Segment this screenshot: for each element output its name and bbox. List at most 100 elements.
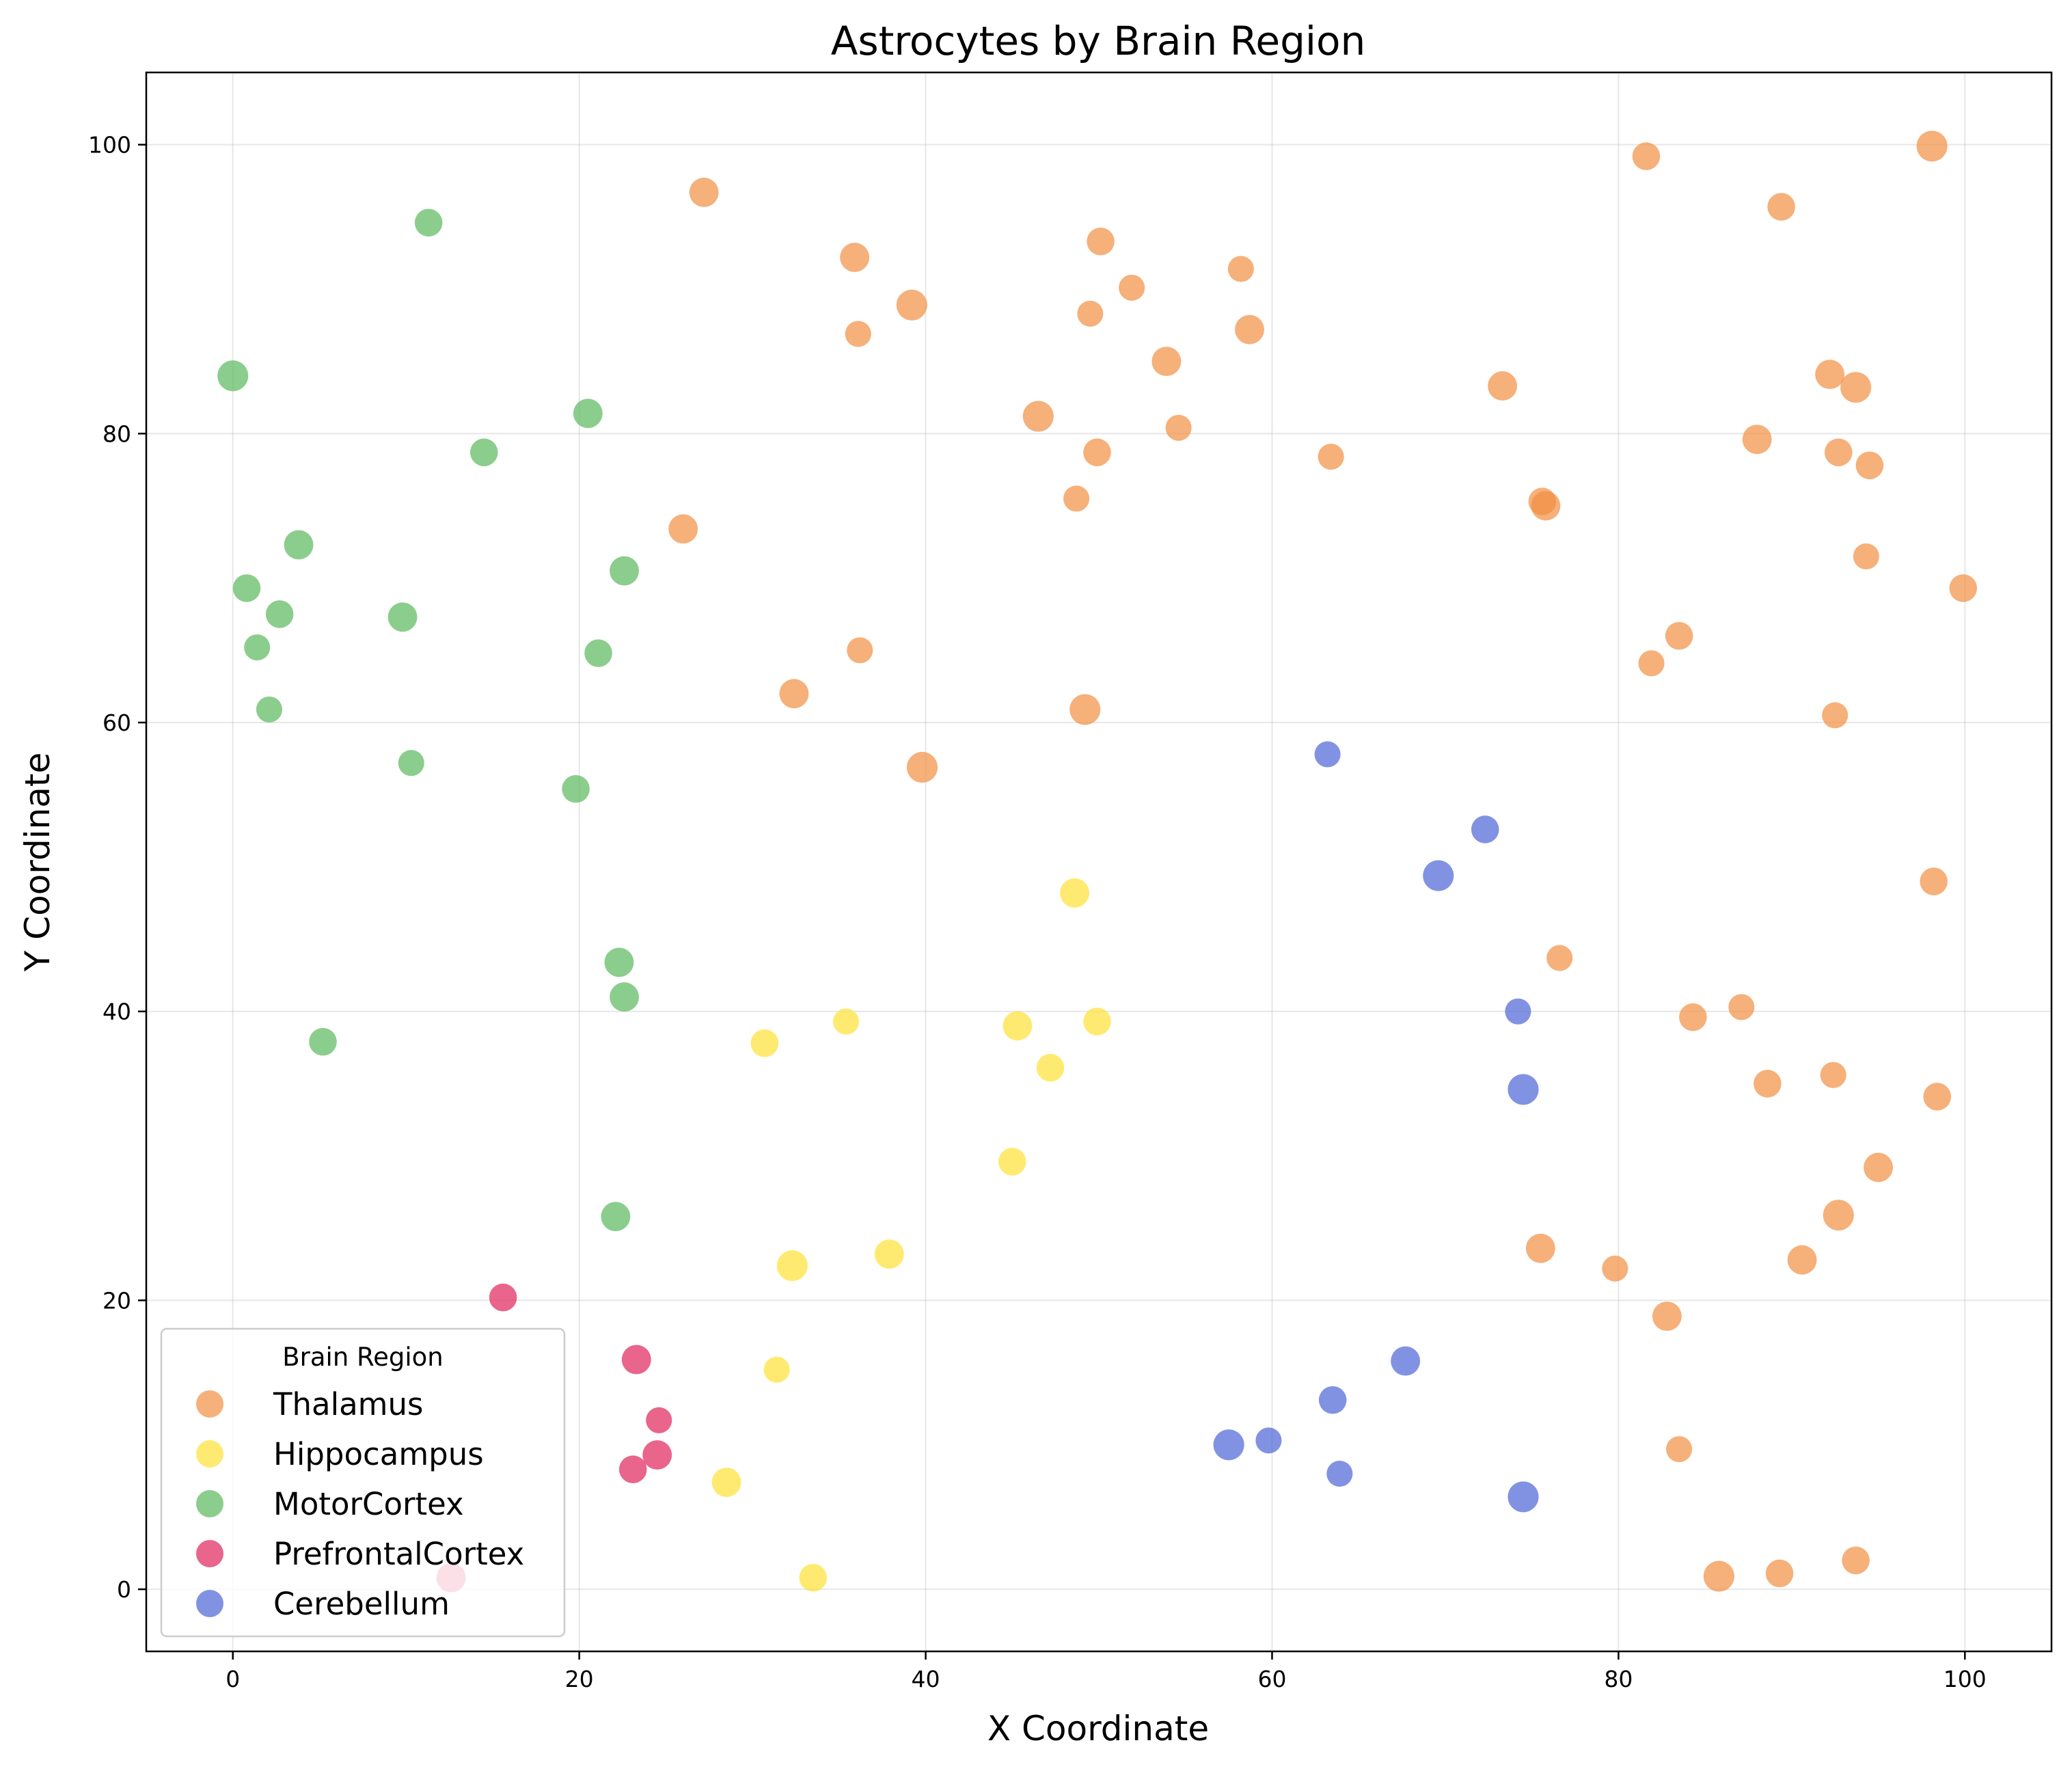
- data-point: [689, 177, 719, 207]
- data-point: [1765, 1559, 1794, 1588]
- data-point: [799, 1563, 828, 1592]
- chart-title: Astrocytes by Brain Region: [831, 18, 1366, 64]
- data-point: [1815, 360, 1845, 390]
- data-point: [398, 750, 424, 776]
- data-point: [750, 1029, 779, 1057]
- axis-ticks: 0 20 40 60 80 100 0 20 40 60 80 100: [88, 132, 1987, 1692]
- data-point: [840, 243, 870, 272]
- legend-label: Cerebellum: [273, 1586, 450, 1622]
- data-point: [1318, 444, 1344, 470]
- data-point: [1077, 300, 1104, 327]
- data-point: [414, 208, 443, 237]
- data-point: [1119, 274, 1145, 301]
- data-point: [1151, 347, 1182, 377]
- data-point: [1853, 543, 1879, 570]
- data-point: [1087, 227, 1115, 256]
- data-point: [711, 1468, 741, 1498]
- data-point: [1822, 702, 1849, 729]
- data-point: [1423, 860, 1454, 891]
- data-point: [601, 1202, 631, 1232]
- data-point: [256, 696, 283, 723]
- data-points: [217, 131, 1978, 1593]
- data-point: [1855, 451, 1884, 480]
- data-point: [1531, 491, 1561, 521]
- data-point: [1742, 424, 1772, 455]
- x-tick-label: 40: [912, 1666, 940, 1692]
- x-tick-label: 100: [1944, 1666, 1987, 1692]
- data-point: [469, 438, 498, 467]
- data-point: [1767, 193, 1795, 221]
- legend-label: MotorCortex: [273, 1486, 464, 1522]
- data-point: [1003, 1011, 1033, 1041]
- data-point: [998, 1148, 1026, 1176]
- data-point: [1703, 1560, 1734, 1592]
- data-point: [1666, 1436, 1693, 1463]
- y-tick-label: 60: [103, 709, 131, 736]
- legend-label: PrefrontalCortex: [273, 1536, 524, 1572]
- data-point: [610, 982, 639, 1012]
- data-point: [776, 1250, 808, 1282]
- y-axis-label: Y Coordinate: [18, 753, 57, 973]
- y-tick-label: 0: [117, 1576, 131, 1603]
- data-point: [1165, 414, 1192, 441]
- y-tick-label: 40: [103, 999, 131, 1025]
- data-point: [896, 289, 927, 321]
- data-point: [489, 1283, 517, 1312]
- data-point: [1505, 998, 1531, 1025]
- data-point: [642, 1440, 672, 1470]
- data-point: [874, 1239, 904, 1269]
- data-point: [1471, 815, 1499, 843]
- data-point: [847, 637, 873, 664]
- data-point: [621, 1344, 651, 1375]
- data-point: [1227, 256, 1254, 282]
- x-tick-label: 20: [565, 1666, 594, 1692]
- data-point: [1728, 994, 1755, 1020]
- y-tick-label: 20: [103, 1287, 131, 1314]
- data-point: [1318, 1385, 1347, 1414]
- data-point: [1069, 694, 1101, 725]
- data-point: [573, 398, 603, 429]
- data-point: [906, 752, 938, 783]
- legend: Brain Region Thalamus Hippocampus MotorCor…: [160, 1327, 566, 1638]
- x-tick-label: 80: [1604, 1666, 1633, 1692]
- plot-frame: [145, 71, 2053, 1653]
- data-point: [668, 514, 698, 544]
- data-point: [1391, 1346, 1421, 1376]
- data-point: [1602, 1255, 1628, 1282]
- data-point: [1679, 1003, 1707, 1031]
- data-point: [1754, 1070, 1782, 1098]
- data-point: [832, 1008, 860, 1035]
- legend-label: Hippocampus: [273, 1436, 484, 1472]
- series-hippocampus: [711, 878, 1111, 1592]
- data-point: [1508, 1074, 1539, 1105]
- data-point: [1060, 878, 1089, 908]
- data-point: [584, 639, 612, 667]
- data-point: [1235, 314, 1264, 344]
- grid-lines: [146, 72, 2051, 1651]
- data-point: [562, 774, 590, 803]
- data-point: [1638, 650, 1665, 677]
- y-tick-label: 80: [103, 420, 131, 447]
- data-point: [1820, 1062, 1846, 1088]
- legend-items: Thalamus Hippocampus MotorCortex Prefrontal…: [196, 1386, 524, 1622]
- data-point: [763, 1356, 790, 1383]
- legend-box: [160, 1327, 566, 1638]
- data-point: [610, 556, 639, 586]
- data-point: [244, 634, 271, 661]
- data-point: [1864, 1152, 1893, 1182]
- x-axis-label: X Coordinate: [987, 1709, 1209, 1748]
- data-point: [1923, 1083, 1952, 1111]
- legend-title: Brain Region: [282, 1342, 443, 1372]
- data-point: [217, 360, 249, 392]
- data-point: [604, 947, 634, 977]
- data-point: [1840, 372, 1872, 403]
- data-point: [646, 1407, 672, 1433]
- data-point: [1787, 1245, 1817, 1275]
- data-point: [1022, 401, 1054, 432]
- legend-marker: [196, 1440, 223, 1468]
- series-thalamus: [668, 131, 1978, 1592]
- legend-marker: [196, 1490, 223, 1517]
- data-point: [618, 1455, 647, 1483]
- data-point: [1488, 371, 1517, 401]
